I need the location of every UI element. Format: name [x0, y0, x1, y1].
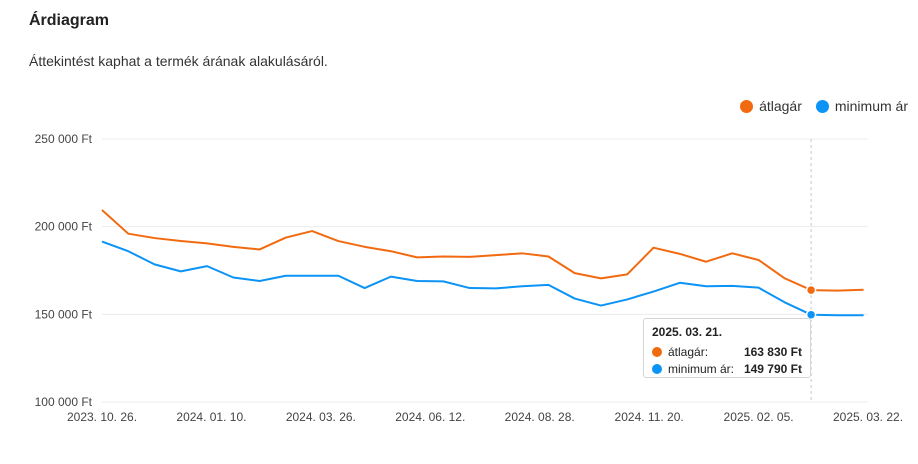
chart-tooltip: 2025. 03. 21. átlagár: 163 830 Ft minimu…: [643, 318, 811, 378]
x-tick-label: 2024. 03. 26.: [286, 410, 356, 424]
x-tick-label: 2025. 03. 22.: [833, 410, 903, 424]
x-tick-label: 2025. 02. 05.: [724, 410, 794, 424]
tooltip-label-atlagar: átlagár:: [668, 344, 709, 359]
legend-item-atlagar[interactable]: átlagár: [740, 98, 802, 114]
x-tick-label: 2023. 10. 26.: [67, 410, 137, 424]
tooltip-row-minimum-ar: minimum ár: 149 790 Ft: [652, 360, 802, 377]
chart-subtitle: Áttekintést kaphat a termék árának alaku…: [29, 53, 328, 69]
x-tick-label: 2024. 08. 28.: [505, 410, 575, 424]
legend: átlagár minimum ár: [740, 98, 908, 114]
legend-dot-minimum-ar: [815, 99, 829, 113]
y-tick-label: 150 000 Ft: [35, 307, 93, 321]
highlight-point-minimum-ar: [805, 309, 817, 320]
y-tick-label: 200 000 Ft: [35, 220, 93, 234]
tooltip-row-atlagar: átlagár: 163 830 Ft: [652, 343, 802, 360]
legend-label-minimum-ar: minimum ár: [834, 98, 908, 114]
x-tick-label: 2024. 01. 10.: [176, 410, 246, 424]
series-line-atlagar: [101, 209, 864, 292]
highlight-point-atlagar: [805, 284, 817, 296]
legend-label-atlagar: átlagár: [759, 98, 802, 114]
y-tick-label: 250 000 Ft: [35, 132, 93, 146]
tooltip-label-minimum-ar: minimum ár:: [668, 361, 735, 376]
tooltip-dot-atlagar: [652, 346, 662, 357]
tooltip-date: 2025. 03. 21.: [652, 325, 723, 339]
tooltip-value-atlagar: 163 830 Ft: [743, 344, 802, 359]
x-tick-label: 2024. 11. 20.: [615, 410, 684, 424]
chart-title: Árdiagram: [29, 12, 110, 29]
legend-dot-atlagar: [740, 99, 754, 113]
legend-item-minimum-ar[interactable]: minimum ár: [815, 98, 908, 114]
tooltip-dot-minimum-ar: [652, 363, 662, 374]
y-tick-label: 100 000 Ft: [35, 395, 93, 409]
x-tick-label: 2024. 06. 12.: [395, 410, 465, 424]
tooltip-value-minimum-ar: 149 790 Ft: [743, 361, 802, 376]
series-line-minimum-ar: [101, 240, 864, 317]
